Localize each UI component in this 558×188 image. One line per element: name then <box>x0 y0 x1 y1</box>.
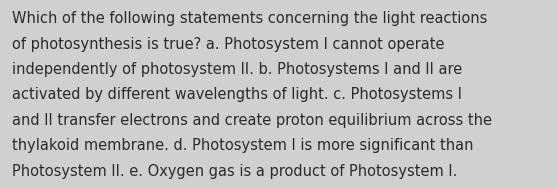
Text: Photosystem II. e. Oxygen gas is a product of Photosystem I.: Photosystem II. e. Oxygen gas is a produ… <box>12 164 458 179</box>
Text: Which of the following statements concerning the light reactions: Which of the following statements concer… <box>12 11 488 26</box>
Text: and II transfer electrons and create proton equilibrium across the: and II transfer electrons and create pro… <box>12 113 492 128</box>
Text: activated by different wavelengths of light. c. Photosystems I: activated by different wavelengths of li… <box>12 87 462 102</box>
Text: thylakoid membrane. d. Photosystem I is more significant than: thylakoid membrane. d. Photosystem I is … <box>12 138 474 153</box>
Text: independently of photosystem II. b. Photosystems I and II are: independently of photosystem II. b. Phot… <box>12 62 463 77</box>
Text: of photosynthesis is true? a. Photosystem I cannot operate: of photosynthesis is true? a. Photosyste… <box>12 37 445 52</box>
